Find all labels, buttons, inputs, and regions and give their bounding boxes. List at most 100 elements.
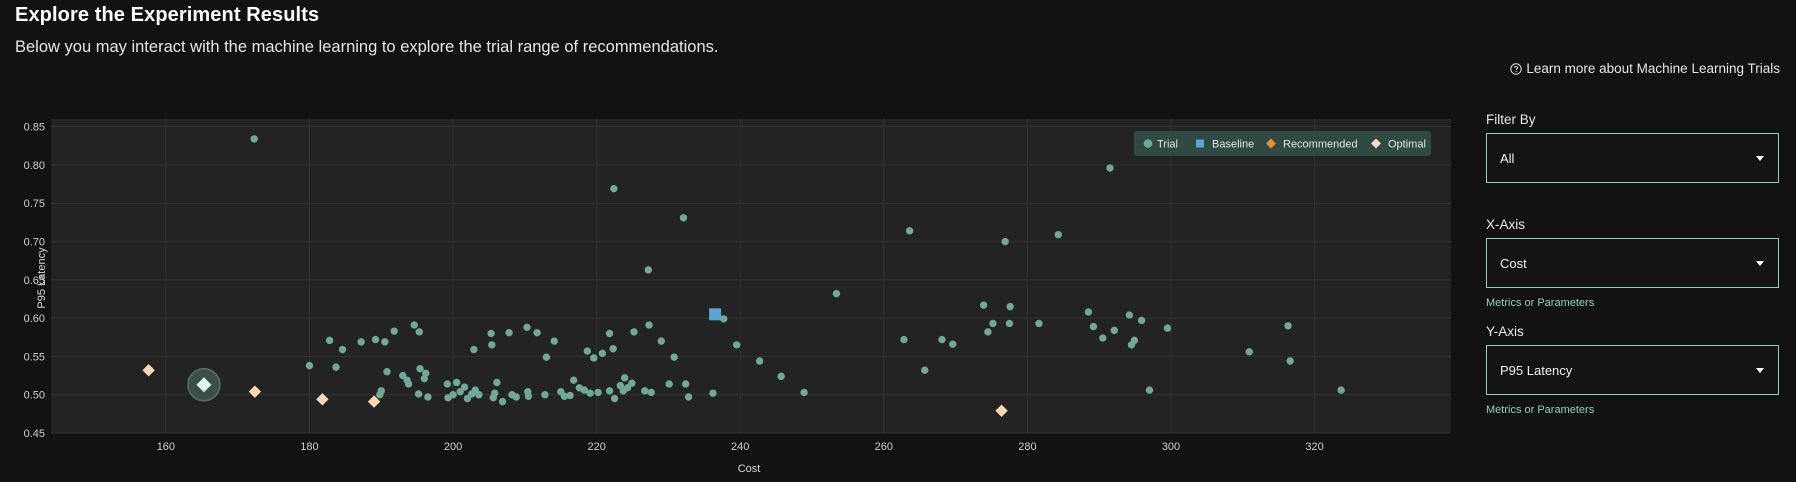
trial-point[interactable] [628, 379, 636, 387]
learn-more-link[interactable]: Learn more about Machine Learning Trials [1510, 61, 1780, 76]
trial-point[interactable] [1035, 319, 1043, 328]
trial-point[interactable] [533, 328, 541, 337]
y-axis-select[interactable]: P95 Latency [1486, 345, 1779, 395]
trial-point[interactable] [620, 374, 629, 382]
optimal-point[interactable] [316, 393, 329, 406]
trial-point[interactable] [1110, 326, 1118, 335]
trial-point[interactable] [1145, 386, 1154, 394]
trial-point[interactable] [357, 338, 365, 346]
trial-point[interactable] [542, 353, 551, 361]
trial-point[interactable] [250, 135, 258, 143]
trial-point[interactable] [541, 391, 549, 399]
trial-point[interactable] [424, 393, 432, 401]
trial-point[interactable] [647, 388, 655, 397]
trial-point[interactable] [1337, 386, 1345, 394]
trial-point[interactable] [605, 387, 614, 395]
trial-point[interactable] [560, 392, 569, 400]
trial-point[interactable] [490, 389, 499, 397]
trial-point[interactable] [1084, 308, 1093, 316]
trial-point[interactable] [1137, 316, 1146, 325]
trial-point[interactable] [610, 184, 618, 193]
trial-point[interactable] [609, 345, 617, 353]
optimal-point[interactable] [248, 385, 262, 398]
trial-point[interactable] [505, 328, 513, 337]
trial-point[interactable] [777, 372, 785, 381]
trial-point[interactable] [1245, 348, 1253, 356]
trial-point[interactable] [1054, 230, 1062, 239]
trial-point[interactable] [338, 345, 347, 354]
trial-point[interactable] [938, 335, 946, 344]
trial-point[interactable] [449, 391, 457, 399]
trial-point[interactable] [512, 393, 520, 401]
trial-point[interactable] [414, 390, 423, 398]
trial-point[interactable] [645, 321, 653, 329]
trial-point[interactable] [755, 357, 764, 365]
trial-point[interactable] [900, 335, 908, 344]
trial-point[interactable] [443, 380, 452, 388]
baseline-point[interactable] [709, 308, 722, 321]
trial-point[interactable] [1001, 237, 1009, 246]
trial-point[interactable] [1130, 336, 1139, 345]
trial-point[interactable] [371, 335, 380, 344]
trial-point[interactable] [610, 394, 619, 403]
trial-point[interactable] [1106, 164, 1114, 172]
trial-point[interactable] [732, 341, 741, 349]
trial-point[interactable] [487, 329, 495, 338]
trial-point[interactable] [800, 388, 808, 397]
y-axis-hint-link[interactable]: Metrics or Parameters [1486, 404, 1595, 416]
trial-point[interactable] [1005, 319, 1014, 328]
trial-point[interactable] [590, 354, 598, 362]
trial-point[interactable] [644, 266, 653, 274]
optimal-point[interactable] [995, 404, 1008, 417]
trial-point[interactable] [498, 397, 507, 406]
trial-point[interactable] [524, 392, 533, 400]
x-axis-hint-link[interactable]: Metrics or Parameters [1486, 297, 1595, 309]
trial-point[interactable] [470, 345, 478, 354]
trial-point[interactable] [1099, 334, 1107, 342]
trial-point[interactable] [921, 366, 929, 374]
trial-point[interactable] [984, 328, 992, 336]
optimal-point[interactable] [367, 395, 381, 408]
x-axis-select[interactable]: Cost [1486, 238, 1779, 288]
trial-point[interactable] [630, 328, 638, 336]
selected-optimal-point[interactable] [196, 377, 212, 393]
filter-by-select[interactable]: All [1486, 133, 1779, 183]
trial-point[interactable] [383, 368, 391, 376]
trial-point[interactable] [1089, 322, 1098, 331]
trial-point[interactable] [1006, 302, 1014, 311]
trial-point[interactable] [325, 336, 334, 345]
trial-point[interactable] [905, 227, 914, 235]
trial-point[interactable] [832, 289, 841, 298]
trial-point[interactable] [684, 393, 693, 401]
trial-point[interactable] [681, 380, 690, 388]
trial-point[interactable] [641, 387, 649, 395]
trial-point[interactable] [376, 391, 384, 399]
trial-point[interactable] [390, 327, 398, 335]
trial-point[interactable] [1286, 357, 1294, 365]
trial-point[interactable] [949, 340, 957, 348]
trial-point[interactable] [605, 329, 614, 338]
trial-point[interactable] [586, 389, 594, 397]
trial-point[interactable] [404, 380, 413, 388]
trial-point[interactable] [493, 378, 501, 387]
trial-point[interactable] [305, 361, 314, 370]
trial-point[interactable] [422, 369, 430, 377]
trial-point[interactable] [657, 337, 665, 345]
trial-point[interactable] [979, 301, 988, 309]
trial-point[interactable] [1284, 322, 1292, 330]
trial-point[interactable] [523, 323, 531, 332]
trial-point[interactable] [550, 337, 558, 345]
trial-point[interactable] [566, 391, 574, 400]
trial-point[interactable] [381, 338, 389, 346]
trial-point[interactable] [720, 315, 728, 323]
trial-point[interactable] [583, 347, 592, 355]
trial-point[interactable] [598, 349, 607, 358]
trial-point[interactable] [332, 363, 340, 371]
trial-point[interactable] [452, 378, 461, 387]
trial-point[interactable] [416, 364, 424, 373]
trial-point[interactable] [665, 380, 673, 388]
trial-point[interactable] [670, 353, 678, 361]
trial-point[interactable] [1163, 324, 1172, 332]
trial-point[interactable] [709, 389, 717, 397]
trial-point[interactable] [594, 388, 602, 397]
